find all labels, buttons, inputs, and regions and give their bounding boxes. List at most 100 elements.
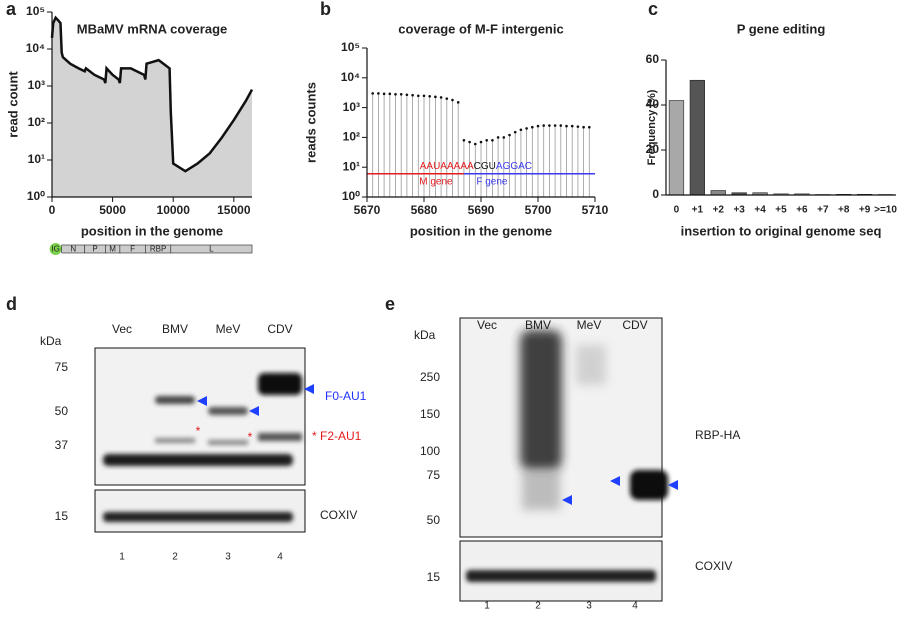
x-tick-label: 0 (674, 205, 680, 216)
panel-letter: e (385, 294, 395, 314)
x-tick-label: +3 (733, 205, 745, 216)
gene-label: L (209, 245, 214, 254)
sequence-part: AAUAAAAA (420, 160, 474, 171)
chart-panel: b coverage of M-F intergenic position in t… (303, 0, 608, 238)
lane-label: MeV (577, 318, 602, 332)
arrowhead (304, 384, 314, 394)
x-tick-label: +5 (775, 205, 787, 216)
x-tick-label: 5000 (99, 203, 126, 217)
dot (417, 94, 420, 98)
coverage-line (50, 15, 254, 173)
band (258, 433, 302, 441)
band-label: RBP-HA (695, 428, 740, 442)
y-tick-label: 10⁵ (341, 40, 360, 54)
band (155, 438, 195, 443)
y-tick-label: 10¹ (28, 152, 45, 166)
x-tick-label: >=10 (874, 205, 897, 216)
dot (439, 96, 443, 99)
gene-label: IG (51, 245, 59, 254)
dot (502, 136, 506, 139)
x-tick-label: +6 (796, 205, 808, 216)
dot (542, 124, 545, 127)
y-tick-label: 10⁰ (342, 189, 360, 203)
x-tick-label: +2 (713, 205, 725, 216)
x-tick-label: 5670 (354, 203, 381, 217)
dot (479, 140, 483, 144)
dot (382, 92, 386, 96)
lane-number: 3 (225, 552, 231, 563)
band (208, 407, 248, 415)
gene-circle (49, 243, 62, 255)
y-tick-label: 10⁴ (26, 41, 45, 55)
dot (422, 94, 426, 98)
band-label: * F2-AU1 (312, 429, 362, 443)
band (103, 454, 293, 466)
x-tick-label: 15000 (217, 203, 251, 217)
chart-title: MBaMV mRNA coverage (77, 21, 228, 36)
y-tick-label: 20 (646, 142, 660, 156)
lane-number: 1 (119, 552, 125, 563)
dot (485, 138, 489, 142)
blot-labels: d kDa 75 50 37 15 Vec BMV MeV CDV 1 2 3 4 F0-AU1 * F2-A… (6, 294, 367, 563)
segment-label: M gene (419, 176, 453, 187)
marker-label: 50 (55, 404, 69, 418)
marker-label: 75 (427, 468, 441, 482)
dot (468, 140, 471, 144)
arrowhead (562, 495, 572, 505)
y-axis-label: reads counts (303, 82, 318, 163)
chart-title: P gene editing (737, 21, 826, 36)
band-label: COXIV (320, 508, 357, 522)
dot (411, 93, 414, 97)
y-tick-label: 10² (343, 130, 360, 144)
lane-number: 2 (172, 552, 178, 563)
band (103, 512, 293, 522)
sequence-part: CGU (474, 160, 496, 171)
unit-label: kDa (414, 328, 436, 342)
dot (513, 130, 517, 134)
y-tick-label: 40 (646, 97, 660, 111)
bands (103, 373, 302, 522)
dot (531, 125, 534, 129)
blot-e (459, 317, 678, 602)
dot (582, 125, 585, 129)
x-axis-label: position in the genome (81, 223, 223, 238)
dot (559, 124, 563, 127)
band-label: F0-AU1 (325, 389, 367, 403)
bar (689, 79, 705, 196)
marker-label: 37 (55, 438, 69, 452)
panel-letter: b (320, 0, 331, 19)
y-tick-label: 10³ (28, 78, 45, 92)
marker-label: 15 (55, 509, 69, 523)
marker-label: 150 (420, 407, 440, 421)
x-tick-label: +9 (859, 205, 871, 216)
bar (668, 100, 685, 196)
x-tick-label: 5690 (468, 203, 495, 217)
y-axis-label: read count (5, 71, 20, 138)
marker-label: 250 (420, 370, 440, 384)
dot (451, 98, 454, 102)
band (466, 570, 656, 582)
dot (388, 92, 392, 96)
chart-title: coverage of M-F intergenic (398, 21, 563, 36)
lane-label: Vec (112, 322, 132, 336)
gene-label: P (92, 245, 97, 254)
smear (520, 330, 562, 470)
panel-letter: a (6, 0, 17, 19)
lane-label: MeV (216, 322, 241, 336)
x-axis-label: position in the genome (410, 223, 552, 238)
dot (536, 124, 540, 128)
band-label: COXIV (695, 559, 732, 573)
dot (491, 138, 494, 142)
band (155, 396, 195, 404)
dot (576, 125, 580, 128)
y-tick-label: 10⁰ (27, 189, 45, 203)
x-axis-label: insertion to original genome seq (681, 223, 882, 238)
dot (399, 92, 403, 96)
dot (565, 124, 568, 128)
panel-letter: c (648, 0, 658, 19)
dot (588, 125, 591, 129)
dot (434, 95, 437, 99)
x-tick-label: 10000 (157, 203, 191, 217)
arrowhead (197, 396, 207, 406)
smear (522, 470, 560, 510)
